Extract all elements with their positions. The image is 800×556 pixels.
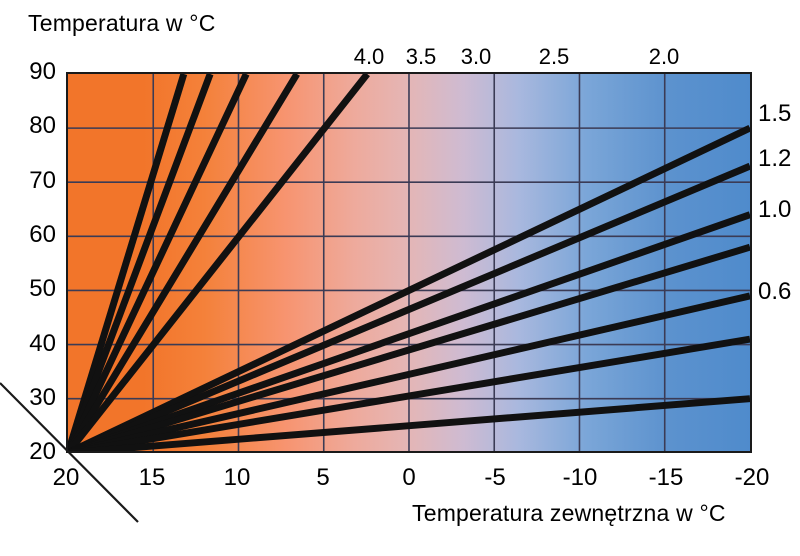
curve-label-2-0: 2.0	[648, 44, 680, 69]
plot-area	[66, 72, 752, 453]
y-tick-50: 50	[29, 275, 56, 302]
curve-label-1-2: 1.2	[758, 145, 792, 172]
curve-label-1-5: 1.5	[758, 100, 792, 127]
curve-0-6	[68, 292, 750, 451]
curve-unlabeled-b	[68, 335, 750, 451]
x-tick-15: 15	[138, 464, 166, 491]
x-axis-title: Temperatura zewnętrzna w °C	[412, 500, 726, 526]
curve-2-5	[68, 74, 300, 451]
x-tick-0: 0	[402, 464, 416, 491]
x-tick-20: 20	[52, 464, 80, 491]
x-tick-m10: -10	[562, 464, 598, 491]
curve-3-0	[68, 74, 250, 451]
origin-reference-diagonal	[0, 382, 139, 523]
y-tick-60: 60	[29, 221, 56, 248]
curve-label-3-5: 3.5	[405, 44, 437, 69]
curve-2-0	[68, 74, 370, 451]
y-tick-70: 70	[29, 167, 56, 194]
x-tick-m5: -5	[484, 464, 506, 491]
curve-label-3-0: 3.0	[460, 44, 492, 69]
heating-curve-lines	[68, 74, 750, 451]
x-tick-5: 5	[316, 464, 330, 491]
curve-label-0-6: 0.6	[758, 278, 792, 305]
y-tick-80: 80	[29, 112, 56, 139]
y-tick-30: 30	[29, 384, 56, 411]
curve-1-2	[68, 162, 750, 451]
curve-unlabeled-a	[68, 243, 750, 451]
x-tick-m20: -20	[734, 464, 770, 491]
curve-1-0	[68, 211, 750, 451]
y-axis-title: Temperatura w °C	[28, 10, 216, 36]
curve-unlabeled-c	[68, 395, 750, 451]
curve-4-0	[68, 74, 188, 451]
y-tick-90: 90	[29, 58, 56, 85]
curve-1-5	[68, 124, 750, 451]
y-tick-20: 20	[29, 438, 56, 465]
curve-label-4-0: 4.0	[353, 44, 385, 69]
y-tick-40: 40	[29, 330, 56, 357]
x-tick-10: 10	[223, 464, 251, 491]
x-tick-m15: -15	[648, 464, 684, 491]
curve-label-1-0: 1.0	[758, 196, 792, 223]
curve-3-5	[68, 74, 214, 451]
curve-label-2-5: 2.5	[538, 44, 570, 69]
